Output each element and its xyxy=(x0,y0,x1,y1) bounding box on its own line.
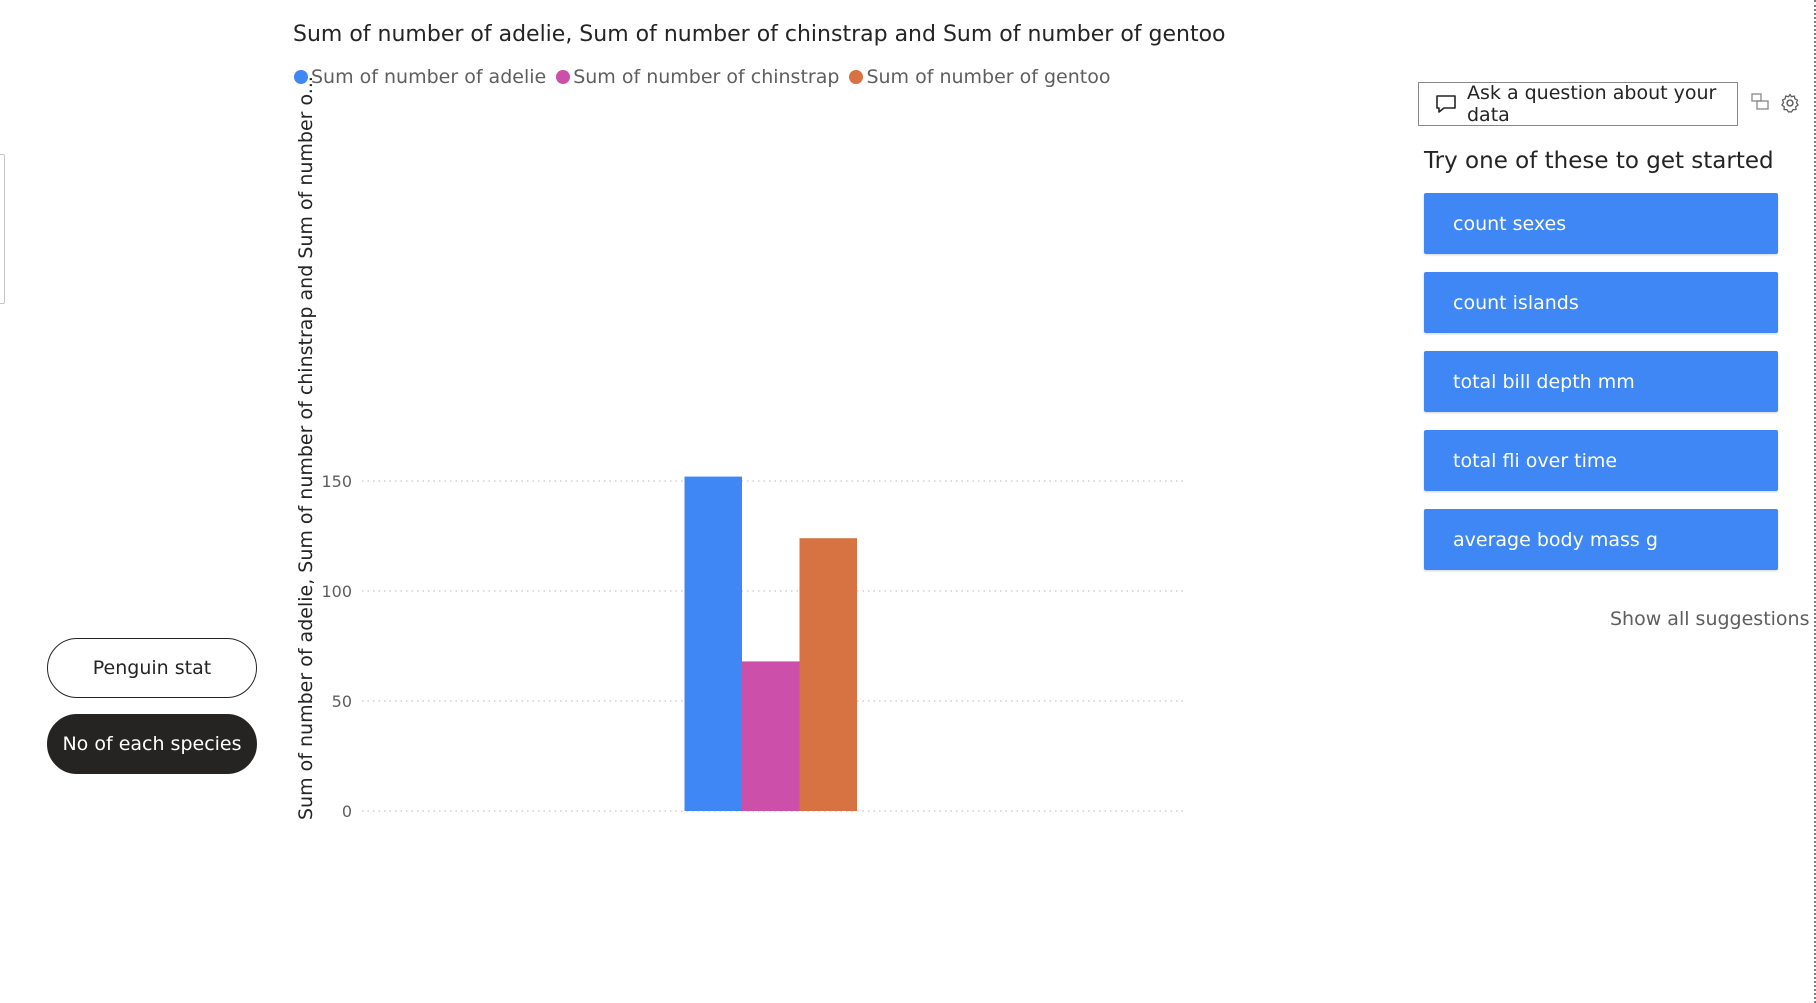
suggestion-count-sexes[interactable]: count sexes xyxy=(1424,193,1778,254)
canvas-border xyxy=(1814,0,1816,1003)
gear-icon[interactable] xyxy=(1779,92,1801,118)
legend-item-adelie[interactable]: Sum of number of adelie xyxy=(294,66,546,88)
legend-label-chinstrap: Sum of number of chinstrap xyxy=(573,66,840,88)
bar-gentoo[interactable] xyxy=(799,538,858,811)
legend-item-gentoo[interactable]: Sum of number of gentoo xyxy=(849,66,1110,88)
qa-input-placeholder: Ask a question about your data xyxy=(1467,82,1717,126)
y-tick-label: 150 xyxy=(321,472,352,491)
suggestion-total-fli-over-time[interactable]: total fli over time xyxy=(1424,430,1778,491)
legend-label-adelie: Sum of number of adelie xyxy=(311,66,547,88)
bar-chinstrap[interactable] xyxy=(742,661,800,811)
show-all-suggestions-link[interactable]: Show all suggestions xyxy=(1610,608,1810,630)
y-tick-label: 0 xyxy=(342,802,352,821)
suggestion-count-islands[interactable]: count islands xyxy=(1424,272,1778,333)
y-tick-label: 100 xyxy=(321,582,352,601)
left-edge-tab xyxy=(0,154,5,304)
suggestion-average-body-mass[interactable]: average body mass g xyxy=(1424,509,1778,570)
legend-marker-chinstrap xyxy=(556,70,571,84)
qa-question-input[interactable]: Ask a question about your data xyxy=(1418,82,1738,126)
penguin-stat-button[interactable]: Penguin stat xyxy=(47,638,257,698)
legend-marker-gentoo xyxy=(849,70,864,84)
suggestion-total-bill-depth[interactable]: total bill depth mm xyxy=(1424,351,1778,412)
y-tick-label: 50 xyxy=(332,692,352,711)
legend-marker-adelie xyxy=(294,70,308,84)
chart-legend: Sum of number of adelie Sum of number of… xyxy=(294,66,1110,88)
y-axis-title: Sum of number of adelie, Sum of number o… xyxy=(295,76,317,820)
layout-switch-icon[interactable] xyxy=(1750,92,1770,116)
legend-item-chinstrap[interactable]: Sum of number of chinstrap xyxy=(556,66,839,88)
qa-heading: Try one of these to get started xyxy=(1424,148,1774,174)
bar-adelie[interactable] xyxy=(684,476,743,811)
legend-label-gentoo: Sum of number of gentoo xyxy=(866,66,1111,88)
no-of-each-species-button[interactable]: No of each species xyxy=(47,714,257,774)
chat-bubble-icon xyxy=(1435,94,1457,114)
chart-plot-area: 0 50 100 150 xyxy=(321,472,1183,821)
chart-title: Sum of number of adelie, Sum of number o… xyxy=(293,22,1226,47)
